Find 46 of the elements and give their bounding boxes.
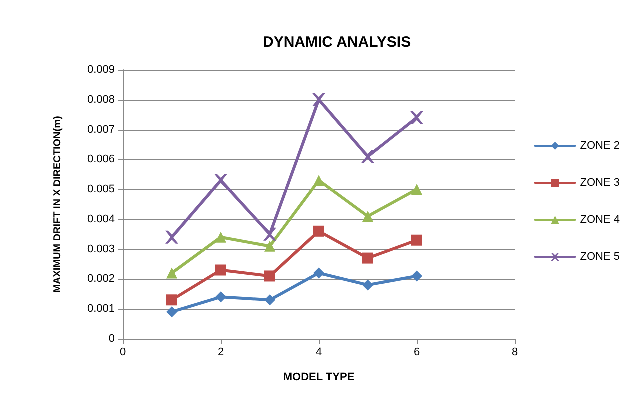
y-tick-label: 0	[108, 333, 115, 345]
point	[314, 268, 324, 279]
y-tick-label: 0.008	[87, 94, 115, 106]
point	[264, 240, 276, 252]
point	[264, 270, 276, 282]
legend-label: ZONE 3	[580, 177, 620, 189]
point	[166, 306, 178, 318]
y-tick-label: 0.004	[87, 213, 115, 226]
point	[362, 210, 374, 222]
y-tick-label: 0.005	[87, 184, 115, 196]
legend-label: ZONE 5	[580, 251, 620, 263]
x-tick-label: 4	[316, 346, 322, 358]
point	[312, 93, 326, 106]
legend-label: ZONE 2	[580, 140, 620, 152]
legend-label: ZONE 4	[580, 214, 620, 226]
y-tick-label: 0.002	[87, 273, 115, 286]
point	[362, 150, 374, 164]
point	[362, 252, 374, 264]
point	[166, 268, 178, 279]
point	[166, 230, 178, 244]
point	[216, 232, 226, 243]
x-tick-label: 8	[512, 346, 518, 358]
x-axis-title: MODEL TYPE	[283, 372, 355, 384]
point	[314, 175, 324, 186]
point	[166, 294, 178, 306]
point	[216, 292, 226, 303]
chart-title: DYNAMIC ANALYSIS	[263, 34, 412, 51]
y-tick-label: 0.009	[87, 64, 115, 76]
y-tick-label: 0.003	[87, 243, 115, 256]
x-tick-label: 2	[218, 346, 224, 358]
y-tick-label: 0.006	[87, 154, 115, 166]
point	[264, 228, 276, 241]
point	[314, 226, 324, 237]
point	[216, 264, 226, 276]
y-axis-title: MAXIMUM DRIFT IN X DIRECTION(m)	[52, 116, 64, 293]
x-tick-label: 6	[414, 346, 420, 358]
y-tick-label: 0.007	[87, 124, 115, 136]
point	[362, 280, 374, 291]
point	[412, 184, 422, 196]
x-tick-label: 0	[120, 346, 126, 358]
point	[214, 174, 228, 188]
point	[412, 270, 422, 282]
y-tick-label: 0.001	[87, 303, 115, 316]
point	[264, 294, 276, 306]
point	[412, 234, 422, 246]
point	[410, 111, 424, 124]
